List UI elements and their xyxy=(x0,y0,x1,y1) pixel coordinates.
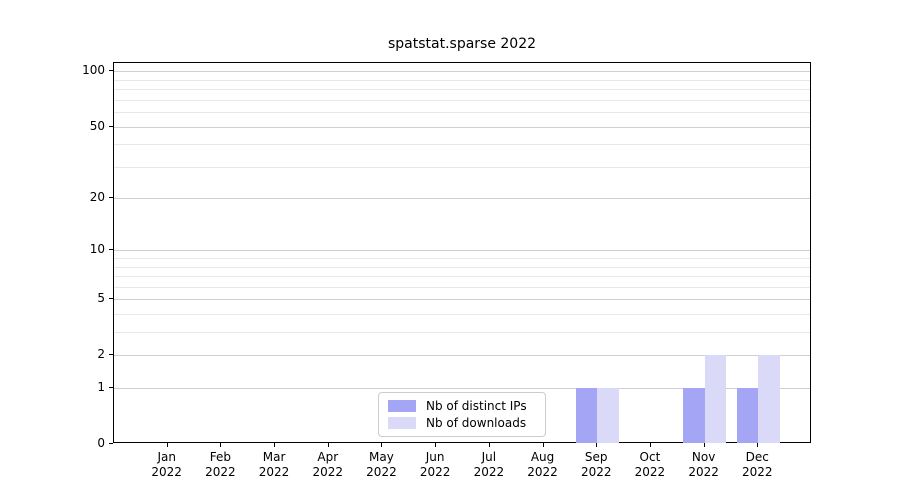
legend-item: Nb of distinct IPs xyxy=(388,399,536,413)
x-tick-label-line: 2022 xyxy=(366,465,397,479)
gridline-major xyxy=(114,126,810,128)
y-tick-label: 20 xyxy=(89,190,105,205)
y-tick xyxy=(109,249,113,251)
y-tick xyxy=(109,70,113,72)
gridline-minor xyxy=(114,89,810,91)
x-tick-label-line: Nov xyxy=(691,450,716,464)
x-tick-label: May 2022 xyxy=(351,450,411,480)
plot-area: Nb of distinct IPs Nb of downloads xyxy=(113,62,811,443)
gridline-minor xyxy=(114,314,810,316)
x-tick-label: Nov 2022 xyxy=(674,450,734,480)
x-tick-label-line: 2022 xyxy=(634,465,666,479)
x-tick-label: Mar 2022 xyxy=(244,450,304,480)
y-tick-label: 0 xyxy=(97,436,105,450)
gridline-major xyxy=(114,299,810,301)
x-tick-label: Feb 2022 xyxy=(190,450,250,480)
legend-item: Nb of downloads xyxy=(388,416,536,430)
x-tick-label-line: 2022 xyxy=(580,465,612,479)
x-tick-label: Jun 2022 xyxy=(405,450,465,480)
x-tick-label-line: 2022 xyxy=(688,465,719,479)
gridline-minor xyxy=(114,286,810,288)
y-tick xyxy=(109,125,113,127)
x-tick xyxy=(488,443,490,447)
y-tick xyxy=(109,387,113,389)
x-tick-label: Oct 2022 xyxy=(620,450,680,480)
x-tick-label: Jan 2022 xyxy=(137,450,197,480)
y-tick-label: 100 xyxy=(82,63,105,78)
y-tick xyxy=(109,443,113,444)
gridline-major xyxy=(114,71,810,73)
bar-nb-of-distinct-ips xyxy=(575,388,598,443)
x-tick xyxy=(274,443,276,447)
chart-title: spatstat.sparse 2022 xyxy=(387,36,537,52)
x-tick-label: Jul 2022 xyxy=(459,450,519,480)
gridline-minor xyxy=(114,144,810,146)
x-tick-label-line: Apr xyxy=(317,450,339,464)
x-tick-label-line: Oct xyxy=(639,450,661,464)
x-tick-label-line: 2022 xyxy=(742,465,773,479)
x-tick-label-line: Dec xyxy=(745,450,769,464)
x-tick-label-line: 2022 xyxy=(151,465,182,479)
x-tick-label-line: Feb xyxy=(209,450,231,464)
x-tick-label-line: May xyxy=(369,450,394,464)
gridline-minor xyxy=(114,79,810,81)
x-tick xyxy=(542,443,544,447)
y-tick-label: 50 xyxy=(89,118,105,133)
x-tick-label-line: Sep xyxy=(584,450,608,464)
x-tick-label-line: 2022 xyxy=(419,465,451,479)
x-tick xyxy=(649,443,651,447)
x-tick-label-line: 2022 xyxy=(258,465,290,479)
x-tick xyxy=(327,443,329,447)
x-tick-label-line: 2022 xyxy=(473,465,505,479)
gridline-major xyxy=(114,198,810,200)
bar-nb-of-downloads xyxy=(597,388,619,443)
gridline-major xyxy=(114,355,810,357)
y-tick-label: 10 xyxy=(89,242,105,257)
legend: Nb of distinct IPs Nb of downloads xyxy=(378,392,546,437)
x-tick-label-line: Jan xyxy=(157,450,176,464)
gridline-minor xyxy=(114,276,810,278)
legend-label: Nb of distinct IPs xyxy=(426,399,527,413)
bar-nb-of-distinct-ips xyxy=(736,388,759,443)
gridline-minor xyxy=(114,332,810,334)
y-tick-label: 2 xyxy=(97,347,105,362)
x-tick-label-line: 2022 xyxy=(527,465,558,479)
gridline-major xyxy=(114,388,810,390)
x-tick xyxy=(703,443,705,447)
x-tick-label: Apr 2022 xyxy=(298,450,358,480)
x-tick-label-line: 2022 xyxy=(312,465,344,479)
x-tick-label-line: Mar xyxy=(262,450,286,464)
y-tick-label: 5 xyxy=(97,291,105,306)
legend-swatch-nb-of-downloads xyxy=(388,417,416,429)
x-tick xyxy=(596,443,598,447)
x-tick-label-line: Aug xyxy=(530,450,555,464)
x-tick xyxy=(757,443,759,447)
gridline-minor xyxy=(114,99,810,101)
y-tick xyxy=(109,354,113,356)
y-tick xyxy=(109,197,113,199)
x-tick-label-line: Jul xyxy=(481,450,497,464)
x-tick xyxy=(381,443,383,447)
x-tick-label-line: Jun xyxy=(425,450,445,464)
x-tick-label-line: 2022 xyxy=(205,465,236,479)
x-tick-label: Sep 2022 xyxy=(566,450,626,480)
gridline-major xyxy=(114,250,810,252)
x-tick xyxy=(435,443,437,447)
y-tick-label: 1 xyxy=(97,380,105,395)
gridline-minor xyxy=(114,266,810,268)
bar-nb-of-distinct-ips xyxy=(683,388,705,443)
legend-swatch-nb-of-distinct-ips xyxy=(388,400,416,412)
x-tick xyxy=(220,443,222,447)
gridline-minor xyxy=(114,258,810,260)
x-tick xyxy=(166,443,168,447)
gridline-minor xyxy=(114,166,810,168)
gridline-minor xyxy=(114,112,810,114)
x-tick-label: Aug 2022 xyxy=(513,450,573,480)
bar-nb-of-downloads xyxy=(758,355,780,443)
legend-label: Nb of downloads xyxy=(426,416,527,430)
y-tick xyxy=(109,298,113,300)
bar-nb-of-downloads xyxy=(704,355,727,443)
x-tick-label: Dec 2022 xyxy=(727,450,787,480)
